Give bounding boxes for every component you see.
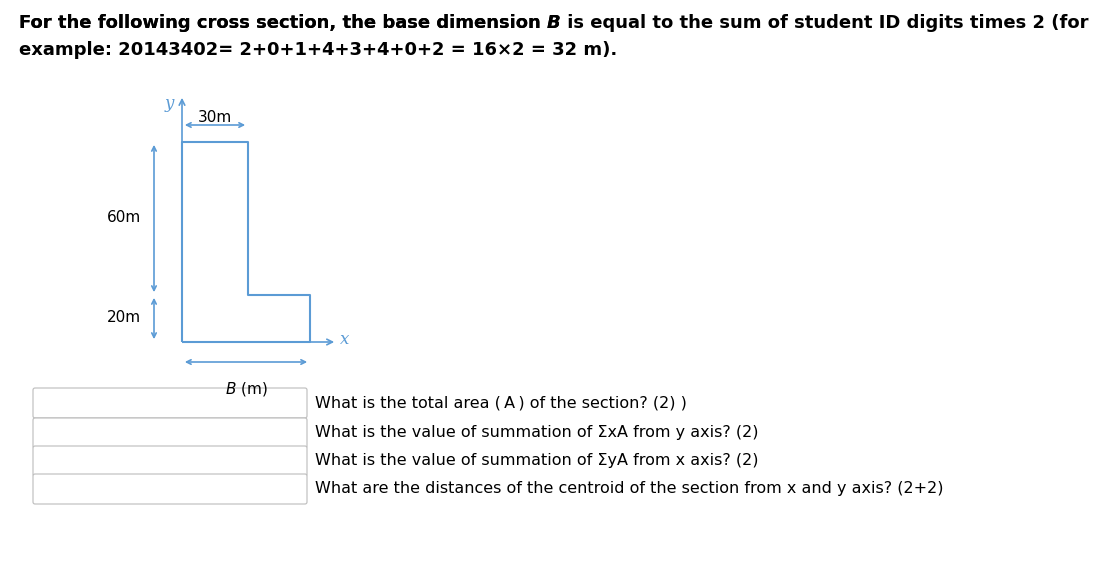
FancyBboxPatch shape <box>33 474 307 504</box>
Text: What is the total area ( A ) of the section? (2) ): What is the total area ( A ) of the sect… <box>315 396 687 410</box>
Text: y: y <box>165 95 174 112</box>
Text: For the following cross section, the base dimension: For the following cross section, the bas… <box>19 14 547 32</box>
Text: 20m: 20m <box>107 311 141 325</box>
Text: x: x <box>340 332 349 349</box>
Text: $\mathit{B}$ (m): $\mathit{B}$ (m) <box>225 380 267 398</box>
Text: B: B <box>547 14 561 32</box>
Text: 30m: 30m <box>198 110 232 125</box>
FancyBboxPatch shape <box>33 418 307 448</box>
Text: example: 20143402= 2+0+1+4+3+4+0+2 = 16×2 = 32 m).: example: 20143402= 2+0+1+4+3+4+0+2 = 16×… <box>19 41 617 59</box>
Text: What is the value of summation of ΣxA from y axis? (2): What is the value of summation of ΣxA fr… <box>315 426 759 440</box>
Text: For the following cross section, the base dimension: For the following cross section, the bas… <box>19 14 547 32</box>
Text: is equal to the sum of student ID digits times 2 (for: is equal to the sum of student ID digits… <box>561 14 1088 32</box>
Text: B: B <box>547 14 561 32</box>
Text: What is the value of summation of ΣyA from x axis? (2): What is the value of summation of ΣyA fr… <box>315 453 759 469</box>
FancyBboxPatch shape <box>33 388 307 418</box>
Text: 60m: 60m <box>106 211 141 225</box>
Text: What are the distances of the centroid of the section from x and y axis? (2+2): What are the distances of the centroid o… <box>315 482 944 496</box>
FancyBboxPatch shape <box>33 446 307 476</box>
